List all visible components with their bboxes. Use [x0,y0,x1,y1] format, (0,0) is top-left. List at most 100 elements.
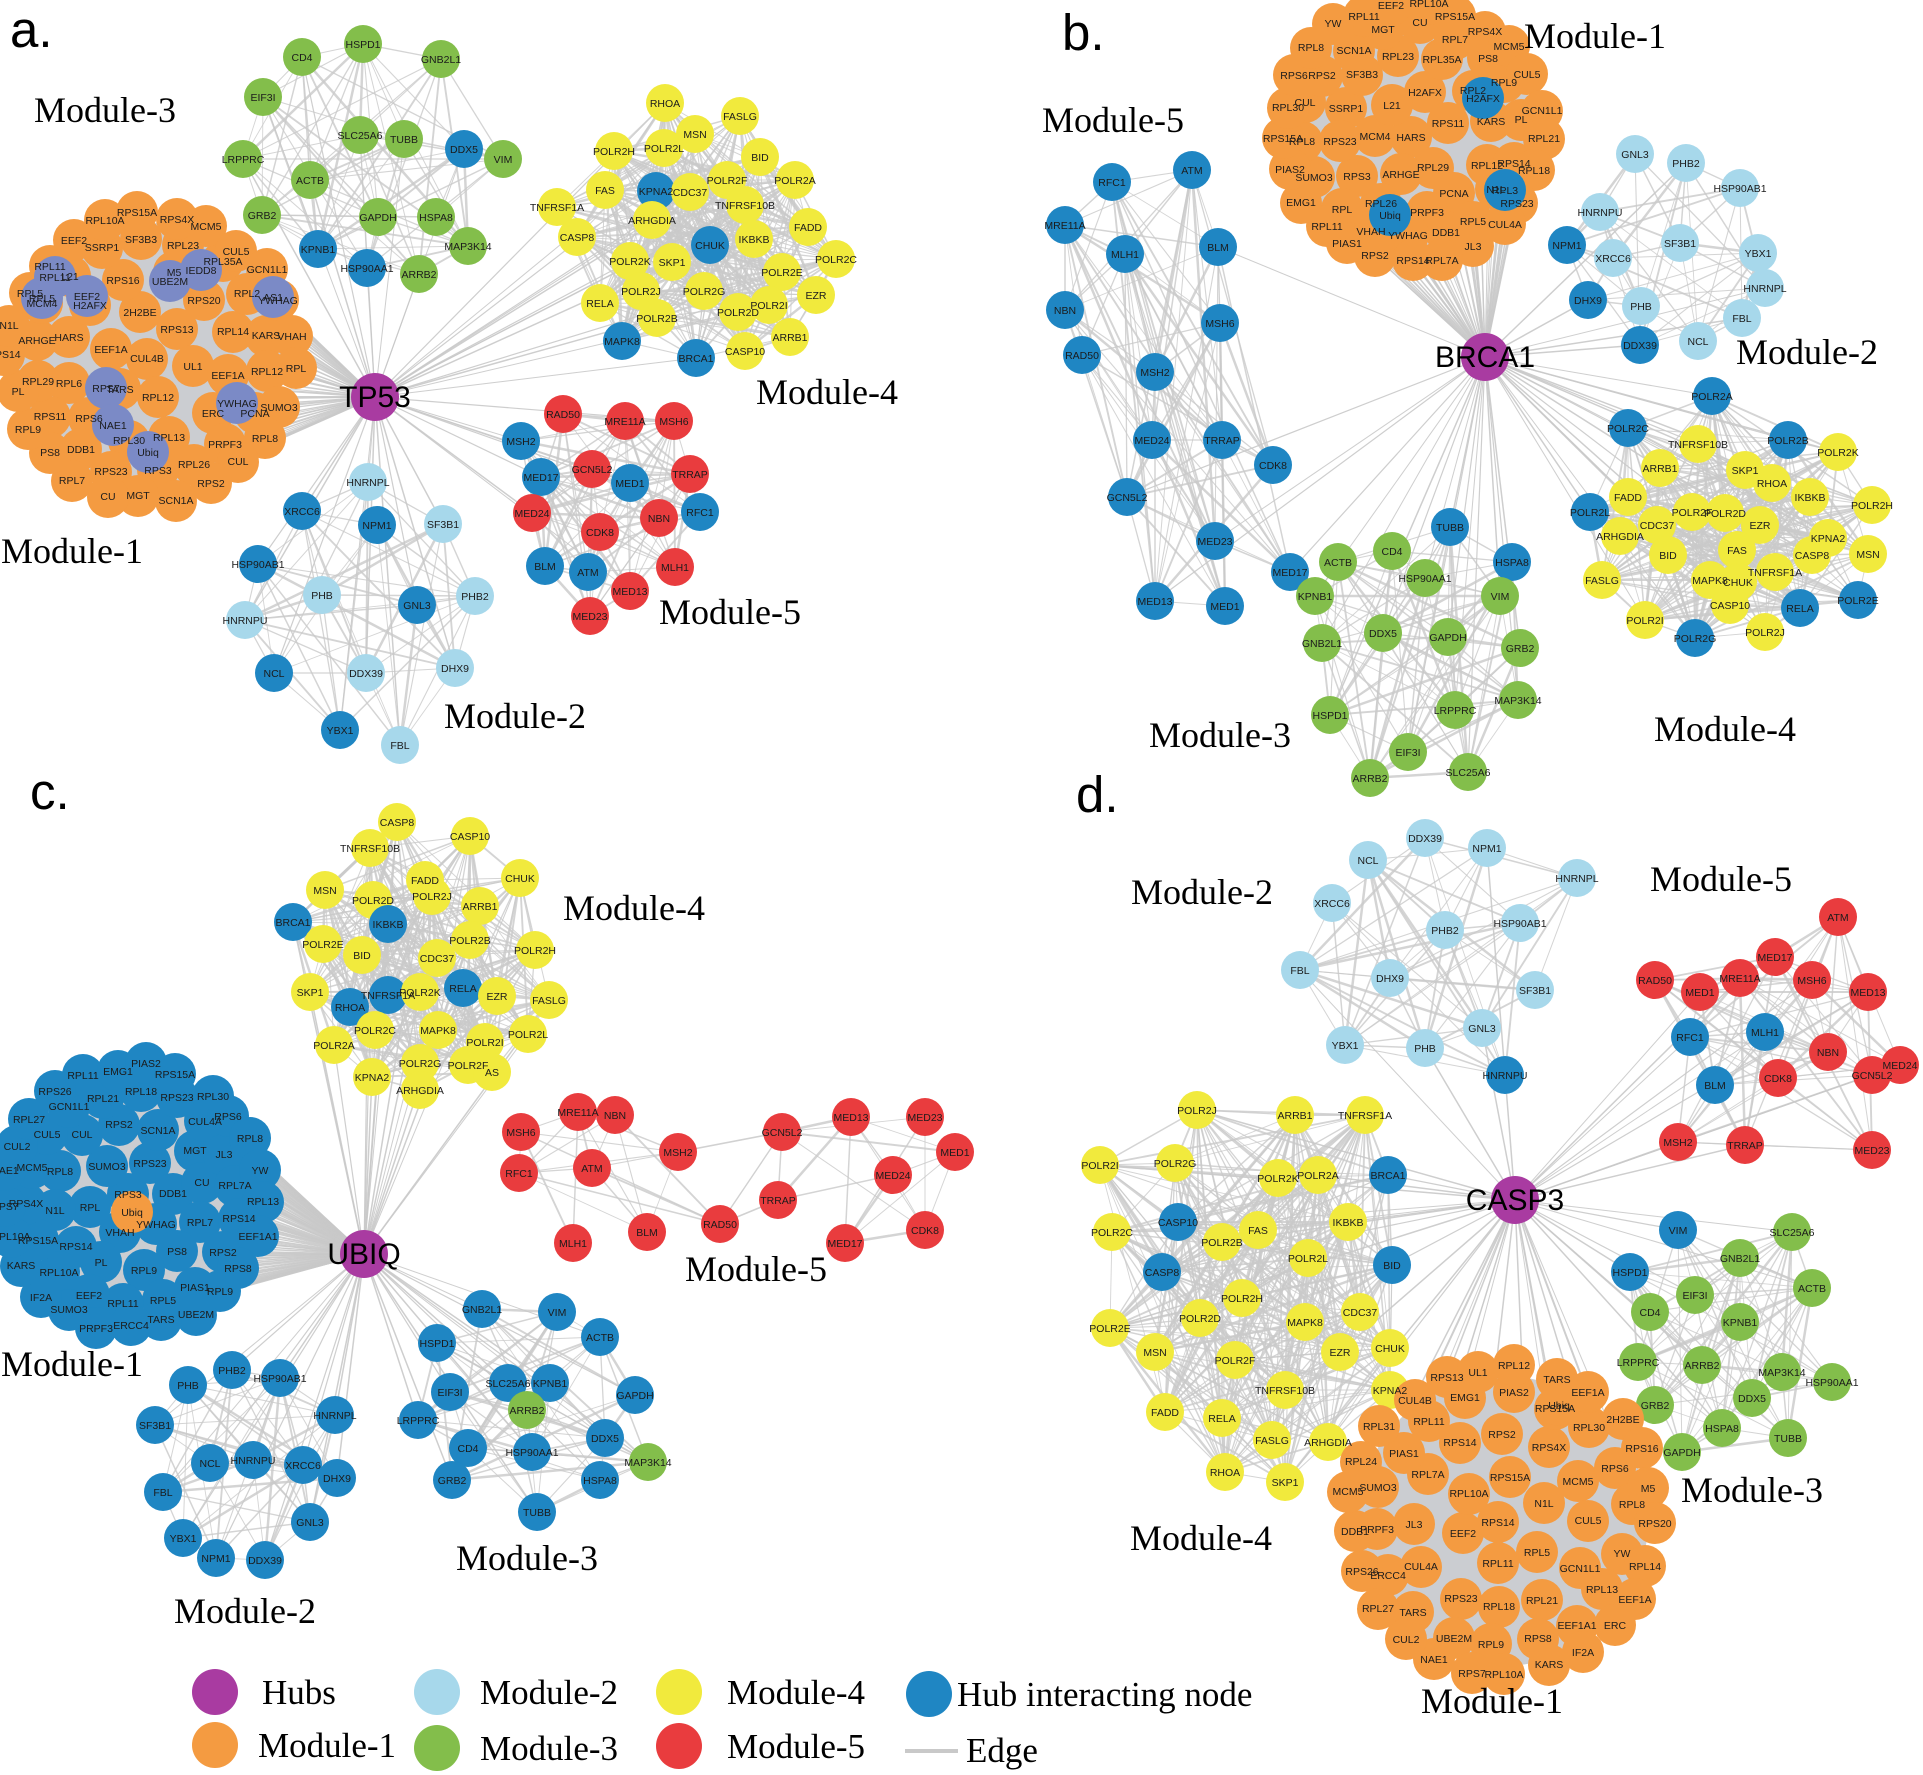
svg-text:GNB2L1: GNB2L1 [462,1304,502,1316]
svg-text:YW: YW [252,1165,269,1177]
svg-text:TUBB: TUBB [523,1507,551,1519]
svg-text:CUL5: CUL5 [34,1129,61,1141]
svg-text:Module-2: Module-2 [480,1673,618,1712]
svg-text:CD4: CD4 [1639,1307,1660,1319]
svg-text:RPS14: RPS14 [59,1241,92,1253]
svg-text:GCN1L1: GCN1L1 [49,1101,90,1113]
svg-text:POLR2B: POLR2B [449,935,490,947]
svg-text:RPS3: RPS3 [144,465,172,477]
svg-text:HSP90AB1: HSP90AB1 [231,559,284,571]
svg-text:MLH1: MLH1 [661,562,689,574]
svg-text:MCM5: MCM5 [1333,1486,1364,1498]
svg-text:DHX9: DHX9 [441,663,469,675]
svg-text:RPL5: RPL5 [1524,1547,1550,1559]
svg-text:NAE1: NAE1 [99,420,127,432]
svg-text:Module-3: Module-3 [480,1729,618,1768]
svg-text:RPS8: RPS8 [224,1263,252,1275]
svg-text:RPS7: RPS7 [1458,1668,1486,1680]
svg-text:RPL14: RPL14 [217,326,249,338]
svg-text:KPNA2: KPNA2 [1373,1385,1408,1397]
svg-text:CDK8: CDK8 [586,527,614,539]
svg-text:KARS: KARS [7,1260,36,1272]
svg-text:HSP90AA1: HSP90AA1 [340,263,393,275]
svg-text:POLR2I: POLR2I [1081,1160,1118,1172]
svg-text:XRCC6: XRCC6 [1595,253,1631,265]
svg-text:SCN1A: SCN1A [1336,45,1371,57]
svg-text:YWHAG: YWHAG [136,1219,176,1231]
svg-text:N1L: N1L [1486,184,1505,196]
svg-text:BLM: BLM [534,561,556,573]
svg-text:NCL: NCL [1687,336,1708,348]
svg-text:GRB2: GRB2 [248,210,277,222]
svg-text:CD4: CD4 [1381,546,1402,558]
svg-text:c.: c. [30,763,70,820]
svg-text:RPS26: RPS26 [1345,1566,1378,1578]
svg-text:CHUK: CHUK [1723,577,1753,589]
svg-text:NCL: NCL [1357,855,1378,867]
svg-text:RPL8: RPL8 [237,1133,263,1145]
svg-text:RPL11: RPL11 [34,261,65,273]
svg-text:GAPDH: GAPDH [1429,632,1466,644]
svg-text:KPNB1: KPNB1 [1723,1317,1758,1329]
svg-text:TUBB: TUBB [1774,1433,1802,1445]
svg-text:RPL30: RPL30 [197,1091,229,1103]
svg-text:RPL2: RPL2 [1460,85,1486,97]
svg-text:MRE11A: MRE11A [1044,220,1085,232]
svg-text:RPS11: RPS11 [1432,118,1465,130]
svg-text:MAPK8: MAPK8 [604,336,640,348]
svg-text:RPS14: RPS14 [0,349,21,361]
svg-text:GRB2: GRB2 [1506,643,1535,655]
svg-text:MLH1: MLH1 [1111,249,1139,261]
svg-text:POLR2H: POLR2H [514,945,556,957]
svg-text:TUBB: TUBB [390,134,418,146]
svg-text:KPNA2: KPNA2 [1811,533,1846,545]
svg-text:RELA: RELA [1786,603,1813,615]
svg-text:RPL5: RPL5 [29,293,55,305]
svg-text:MED13: MED13 [612,586,647,598]
svg-text:POLR2C: POLR2C [815,254,857,266]
svg-text:CD4: CD4 [457,1443,478,1455]
svg-text:YWHAG: YWHAG [258,295,298,307]
svg-text:KPNA2: KPNA2 [355,1072,390,1084]
svg-text:EIF3I: EIF3I [1682,1290,1707,1302]
svg-text:SF3B3: SF3B3 [125,234,157,246]
svg-text:EZR: EZR [1330,1347,1351,1359]
svg-text:EZR: EZR [1750,520,1771,532]
svg-text:POLR2B: POLR2B [636,313,677,325]
svg-text:Module-1: Module-1 [1421,1681,1563,1721]
svg-text:ARRB1: ARRB1 [1642,463,1677,475]
svg-text:DDX39: DDX39 [1408,833,1442,845]
svg-text:PHB: PHB [177,1380,199,1392]
svg-text:Module-2: Module-2 [444,696,586,736]
svg-text:RPL12: RPL12 [251,366,283,378]
svg-text:RPL10A: RPL10A [85,215,124,227]
svg-text:RPS15A: RPS15A [1535,1403,1575,1415]
svg-text:GCN1L1: GCN1L1 [247,264,288,276]
svg-text:HSPA8: HSPA8 [419,212,453,224]
svg-text:POLR2K: POLR2K [609,256,650,268]
svg-text:NBN: NBN [1817,1047,1839,1059]
svg-text:ARHGDIA: ARHGDIA [1304,1437,1352,1449]
svg-text:SSRP1: SSRP1 [1329,103,1364,115]
svg-text:DHX9: DHX9 [323,1473,351,1485]
svg-text:RFC1: RFC1 [1676,1032,1704,1044]
svg-text:RPL13: RPL13 [1586,1584,1618,1596]
svg-text:FASLG: FASLG [1585,575,1619,587]
svg-text:TRRAP: TRRAP [672,469,708,481]
svg-text:GRB2: GRB2 [438,1475,467,1487]
svg-text:TRRAP: TRRAP [1727,1140,1763,1152]
svg-text:RPS7: RPS7 [0,1201,19,1213]
svg-text:KPNA2: KPNA2 [639,186,674,198]
svg-text:CUL: CUL [1294,97,1315,109]
svg-text:HSP90AA1: HSP90AA1 [505,1447,558,1459]
svg-text:RPS23: RPS23 [1500,198,1533,210]
svg-text:HSPA8: HSPA8 [583,1475,617,1487]
svg-text:RPS14: RPS14 [1396,255,1429,267]
svg-text:RPS2: RPS2 [105,1119,133,1131]
svg-text:TNFRSF1A: TNFRSF1A [361,990,415,1002]
svg-text:HSPD1: HSPD1 [1612,1267,1647,1279]
svg-text:FADD: FADD [794,222,822,234]
svg-text:XRCC6: XRCC6 [284,506,320,518]
svg-text:FASLG: FASLG [723,111,757,123]
svg-text:RPS2: RPS2 [197,478,225,490]
